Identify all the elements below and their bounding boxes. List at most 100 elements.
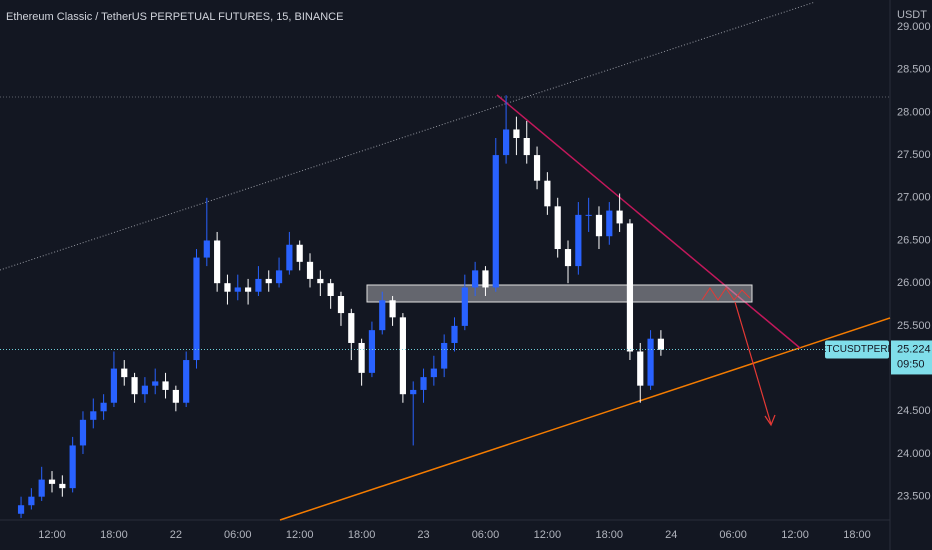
candles [17, 95, 664, 519]
candle-body [296, 244, 303, 262]
candle-body [203, 240, 210, 258]
candle-body [554, 206, 561, 250]
candle-body [193, 257, 200, 361]
x-tick-label: 18:00 [100, 529, 128, 541]
candle-body [28, 496, 35, 506]
channel-line [0, 1, 816, 271]
candle-body [110, 368, 118, 403]
candle-body [286, 244, 293, 271]
candle-body [606, 210, 613, 237]
candle-body [441, 342, 448, 369]
support-line [279, 317, 891, 521]
y-tick-label: 27.500 [897, 149, 931, 161]
price-label-box [891, 340, 932, 375]
candle-body [121, 368, 128, 378]
candle-body [348, 313, 355, 343]
x-tick-label: 12:00 [286, 529, 314, 541]
candle-body [358, 342, 365, 373]
chart-title: Ethereum Classic / TetherUS PERPETUAL FU… [6, 11, 343, 23]
candle-body [523, 138, 530, 156]
candle-body [368, 330, 376, 373]
candle-body [461, 287, 468, 326]
candle-body [306, 261, 314, 279]
resistance-line [496, 94, 801, 349]
arrow-head [764, 414, 776, 427]
candle-body [255, 278, 262, 292]
candle-body [172, 389, 179, 403]
candle-body [399, 317, 406, 395]
candle-body [647, 338, 654, 386]
y-tick-label: 24.000 [897, 448, 931, 460]
x-tick-label: 06:00 [719, 529, 747, 541]
candle-body [234, 287, 241, 292]
y-tick-label: 26.500 [897, 234, 931, 246]
candle-body [265, 278, 272, 284]
candle-body [317, 278, 324, 284]
candle-body [48, 479, 56, 484]
candle-body [224, 283, 231, 292]
annotation [701, 287, 776, 427]
candle-body [244, 287, 252, 292]
y-tick-label: 28.500 [897, 64, 931, 76]
candle-body [38, 479, 45, 497]
arrow [734, 301, 772, 425]
candle-body [79, 419, 87, 446]
candle-body [379, 300, 386, 331]
candle-body [502, 129, 510, 156]
candle-body [420, 377, 427, 390]
x-tick-label: 22 [170, 529, 182, 541]
candle-body [69, 445, 76, 489]
y-tick-label: 28.000 [897, 106, 931, 118]
candle-body [17, 505, 25, 514]
candle-body [472, 270, 479, 288]
zone [366, 284, 753, 303]
candle-body [327, 283, 334, 296]
symbol-label-box [825, 340, 889, 359]
symbol-label: ETCUSDTPERP [820, 344, 895, 355]
candle-body [585, 214, 592, 216]
x-tick-label: 23 [417, 529, 429, 541]
candle-body [162, 381, 169, 390]
x-tick-label: 06:00 [224, 529, 252, 541]
candle-body [100, 402, 107, 412]
y-tick-label: 29.000 [897, 21, 931, 33]
candle-body [131, 377, 138, 395]
price-label: 25.224 [897, 343, 931, 355]
candle-body [141, 385, 148, 395]
candle-body [214, 240, 221, 284]
x-tick-label: 18:00 [348, 529, 376, 541]
candle-body [389, 300, 396, 318]
x-tick-label: 24 [665, 529, 677, 541]
y-tick-label: 25.500 [897, 320, 931, 332]
x-tick-label: 12:00 [781, 529, 809, 541]
countdown: 09:50 [897, 358, 925, 370]
candle-body [564, 249, 572, 267]
candle-body [275, 270, 283, 284]
candle-body [430, 368, 437, 378]
candle-body [626, 223, 634, 352]
y-tick-label: 24.500 [897, 405, 931, 417]
x-tick-label: 18:00 [596, 529, 624, 541]
currency: USDT [897, 9, 927, 21]
y-tick-label: 27.000 [897, 192, 931, 204]
candle-body [637, 351, 644, 386]
candle-body [575, 214, 582, 267]
candle-body [451, 325, 458, 343]
zigzag [701, 287, 751, 301]
x-tick-label: 06:00 [472, 529, 500, 541]
x-tick-label: 18:00 [843, 529, 871, 541]
x-tick-label: 12:00 [534, 529, 562, 541]
y-tick-label: 23.500 [897, 491, 931, 503]
candle-body [482, 270, 489, 288]
candle-body [90, 411, 97, 420]
candle-body [152, 381, 159, 386]
candle-body [616, 210, 623, 224]
candle-body [657, 338, 664, 350]
candle-body [492, 155, 499, 288]
candle-body [410, 389, 417, 395]
candle-body [183, 360, 190, 403]
candle-body [533, 155, 541, 181]
candle-body [337, 295, 345, 314]
